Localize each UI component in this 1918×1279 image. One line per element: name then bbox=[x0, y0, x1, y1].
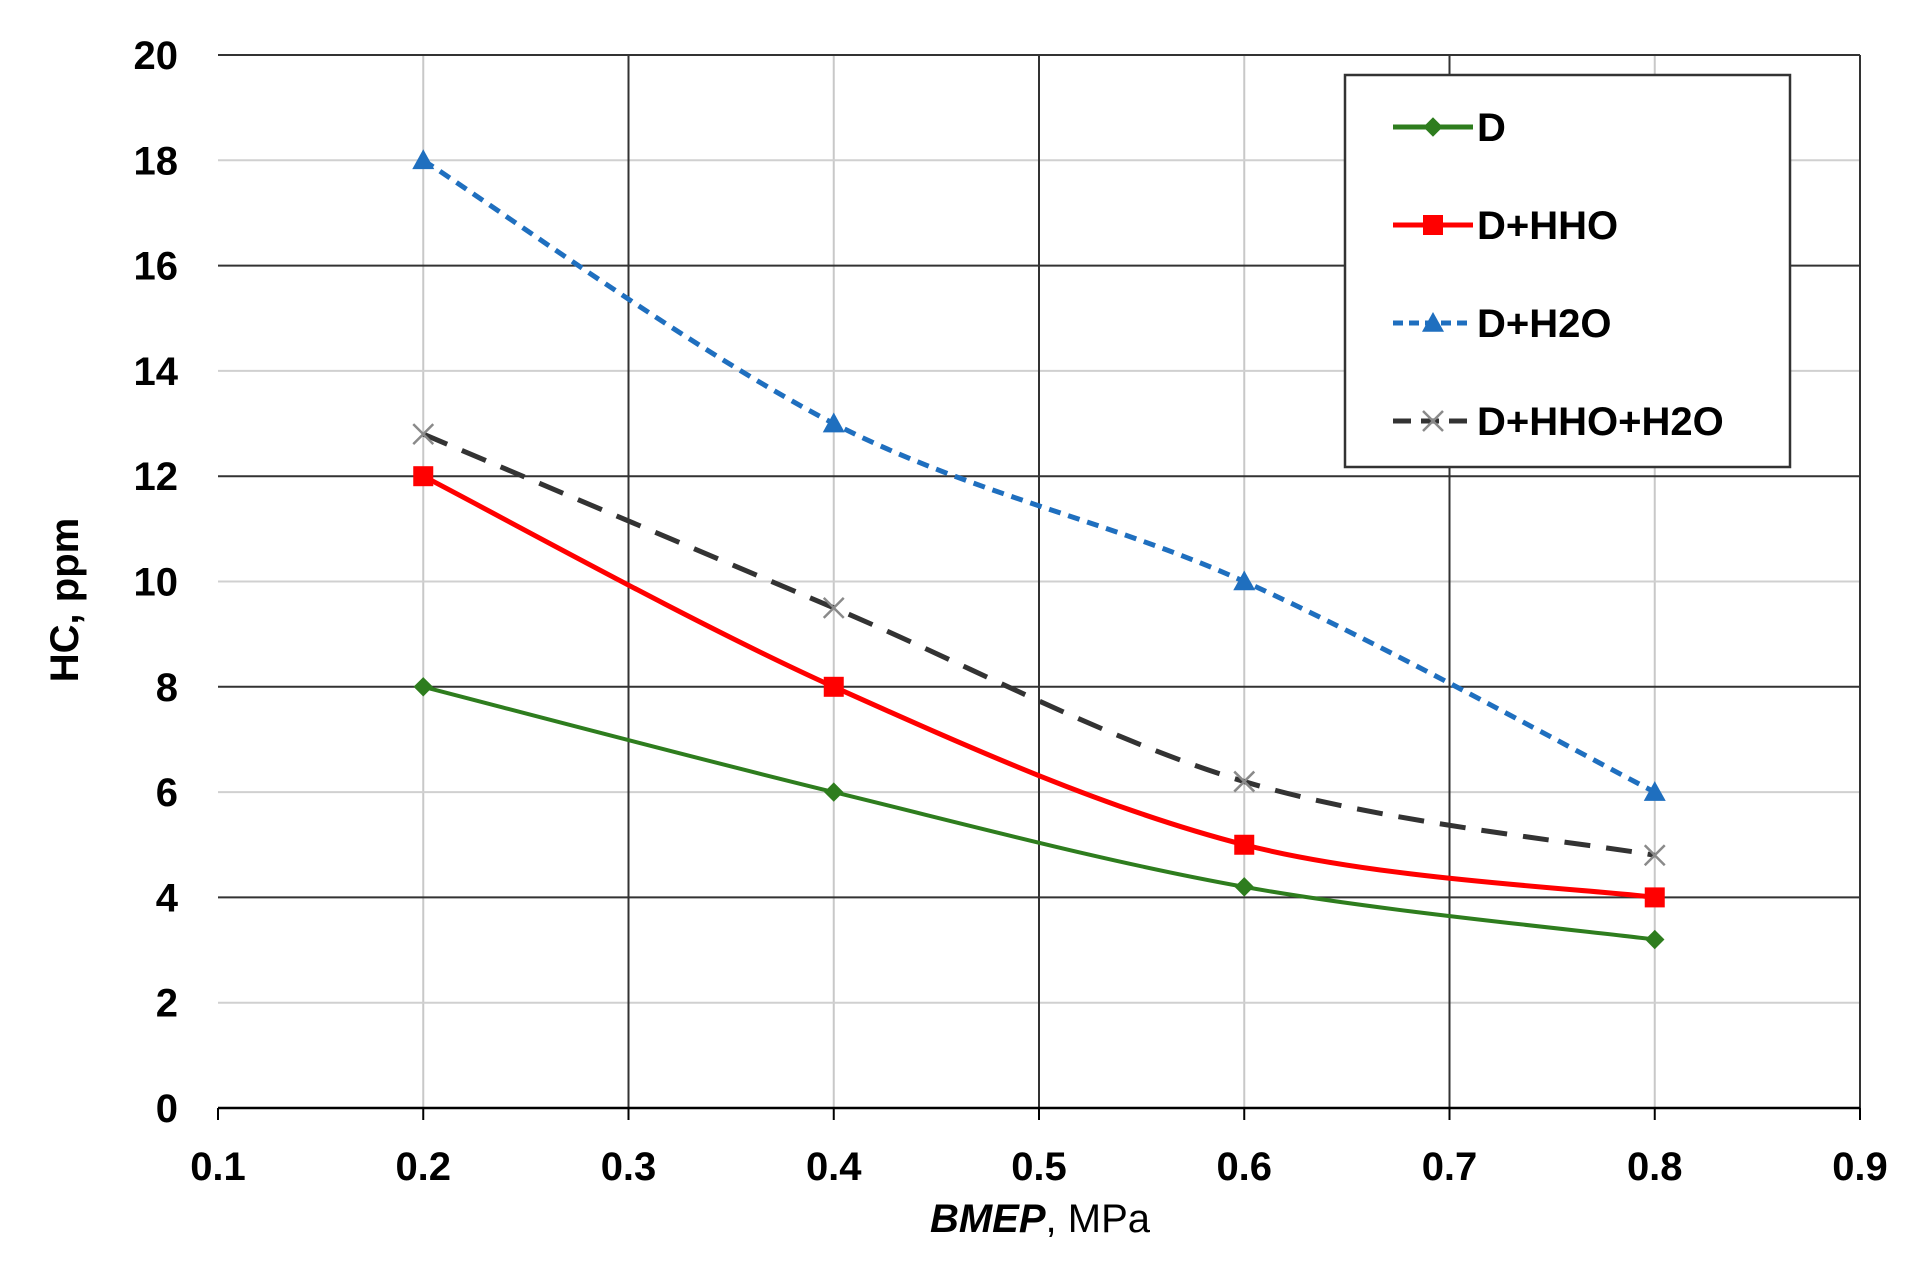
legend-marker bbox=[1423, 215, 1443, 235]
data-point bbox=[1233, 770, 1256, 793]
major-gridlines bbox=[218, 54, 1861, 1108]
series-line bbox=[422, 473, 1656, 900]
legend-marker bbox=[1422, 312, 1444, 332]
legend-entry: D+HHO+H2O bbox=[1393, 400, 1724, 444]
series-line bbox=[422, 431, 1656, 858]
y-tick-label: 2 bbox=[156, 982, 178, 1026]
series-line bbox=[422, 684, 1656, 942]
x-tick-label: 0.7 bbox=[1422, 1145, 1478, 1189]
series-d bbox=[413, 677, 1665, 950]
x-tick-label: 0.2 bbox=[395, 1145, 451, 1189]
y-tick-label: 0 bbox=[156, 1087, 178, 1131]
x-axis-title-unit: , MPa bbox=[1046, 1197, 1151, 1241]
data-point bbox=[413, 466, 434, 487]
series-d-h2o bbox=[412, 149, 1666, 801]
legend-entry: D bbox=[1393, 106, 1506, 150]
legend-label: D+H2O bbox=[1477, 302, 1612, 346]
legend-label: D+HHO+H2O bbox=[1477, 400, 1724, 444]
data-point bbox=[823, 676, 844, 697]
legend-entry: D+H2O bbox=[1393, 302, 1612, 346]
data-point bbox=[822, 412, 845, 433]
x-tick-label: 0.8 bbox=[1627, 1145, 1683, 1189]
data-point bbox=[1234, 834, 1255, 855]
legend-label: D+HHO bbox=[1477, 204, 1618, 248]
y-tick-label: 12 bbox=[134, 455, 179, 499]
y-tick-label: 6 bbox=[156, 771, 178, 815]
y-tick-label: 8 bbox=[156, 666, 178, 710]
y-tick-label: 10 bbox=[134, 561, 179, 605]
y-tick-labels: 0 2 4 6 8 10 12 14 16 18 20 bbox=[134, 34, 179, 1131]
data-point bbox=[1644, 887, 1665, 908]
x-tick-label: 0.9 bbox=[1832, 1145, 1888, 1189]
x-tick-label: 0.3 bbox=[601, 1145, 657, 1189]
legend-marker bbox=[1423, 117, 1443, 137]
x-tick-label: 0.5 bbox=[1011, 1145, 1067, 1189]
x-axis-title: BMEP, MPa bbox=[930, 1197, 1151, 1241]
data-point-stroke bbox=[412, 423, 435, 445]
legend: D D+HHO D+H2O D+HHO+H2O bbox=[1343, 73, 1792, 469]
data-point-stroke bbox=[1233, 770, 1256, 793]
axes bbox=[217, 1106, 1861, 1120]
legend-label: D bbox=[1477, 106, 1506, 150]
data-point bbox=[822, 596, 845, 619]
data-point bbox=[824, 782, 844, 802]
data-point bbox=[1234, 877, 1254, 897]
x-axis-title-italic: BMEP bbox=[930, 1197, 1046, 1241]
data-point bbox=[412, 423, 435, 445]
data-series bbox=[412, 149, 1666, 950]
data-point bbox=[412, 149, 435, 170]
legend-box bbox=[1343, 73, 1792, 469]
data-point bbox=[1233, 570, 1256, 591]
series-d-hho bbox=[413, 466, 1665, 908]
y-tick-label: 20 bbox=[134, 34, 179, 78]
legend-entry: D+HHO bbox=[1393, 204, 1618, 248]
y-tick-label: 14 bbox=[134, 350, 179, 394]
data-point bbox=[413, 677, 433, 697]
legend-marker bbox=[1422, 410, 1444, 432]
y-axis-title: HC, ppm bbox=[43, 518, 87, 682]
data-point-stroke bbox=[822, 596, 845, 619]
data-point bbox=[1643, 844, 1666, 867]
series-line bbox=[421, 158, 1656, 795]
x-tick-label: 0.1 bbox=[190, 1145, 246, 1189]
data-point bbox=[1643, 781, 1666, 801]
data-point bbox=[1645, 929, 1665, 950]
y-tick-label: 4 bbox=[156, 876, 179, 920]
x-tick-label: 0.6 bbox=[1216, 1145, 1272, 1189]
legend-marker-stroke bbox=[1422, 410, 1444, 432]
x-tick-labels: 0.1 0.2 0.3 0.4 0.5 0.6 0.7 0.8 0.9 bbox=[190, 1145, 1888, 1189]
y-tick-label: 16 bbox=[134, 245, 179, 289]
data-point-stroke bbox=[1643, 844, 1666, 867]
series-d-hho-h2o bbox=[412, 423, 1666, 867]
x-tick-label: 0.4 bbox=[806, 1145, 862, 1189]
y-tick-label: 18 bbox=[134, 139, 179, 183]
